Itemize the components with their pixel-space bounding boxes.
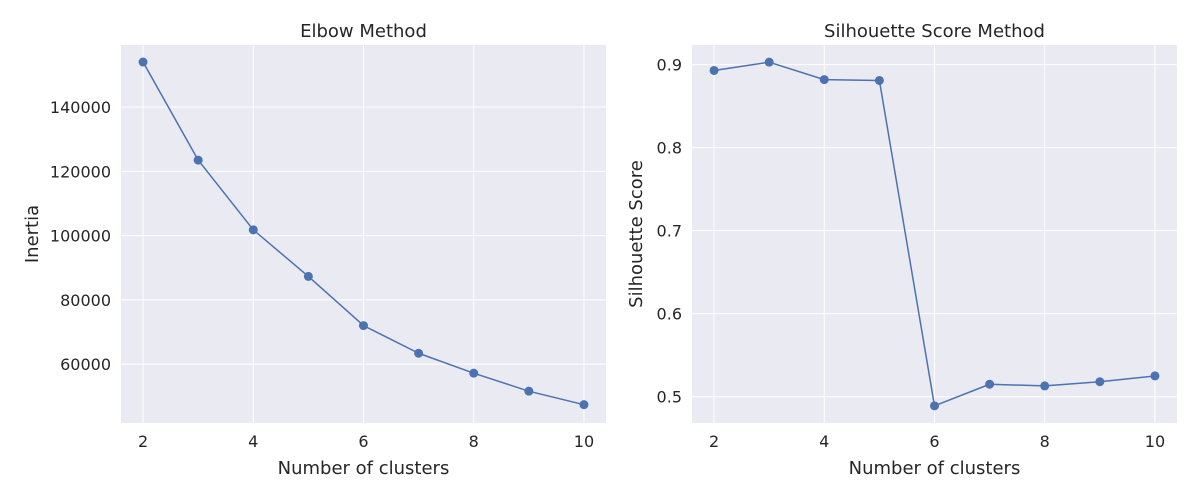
data-point-silhouette <box>985 379 995 389</box>
y-tick-label-elbow: 80000 <box>60 291 111 310</box>
x-tick-label-elbow: 8 <box>469 432 479 451</box>
data-point-silhouette <box>930 401 939 411</box>
data-point-elbow <box>303 271 313 281</box>
y-tick-label-elbow: 100000 <box>50 227 111 246</box>
data-point-silhouette <box>709 65 719 75</box>
ticks-silhouette: 2 4 6 8 10 0.5 0.6 0.7 0.8 0.9 <box>657 56 1166 451</box>
data-point-elbow <box>138 57 148 67</box>
chart-silhouette: 2 4 6 8 10 0.5 0.6 0.7 0.8 0.9 Silhouette Score M… <box>626 21 1177 479</box>
series-elbow <box>138 57 589 410</box>
data-point-silhouette <box>1095 377 1105 387</box>
x-tick-label-elbow: 4 <box>248 432 258 451</box>
y-tick-label-silhouette: 0.8 <box>657 139 682 158</box>
data-point-silhouette <box>874 75 884 85</box>
data-point-silhouette <box>1150 371 1160 381</box>
x-axis-label-elbow: Number of clusters <box>278 458 450 479</box>
data-point-silhouette <box>764 57 774 67</box>
grid-silhouette <box>692 45 1177 423</box>
x-tick-label-silhouette: 6 <box>929 432 939 451</box>
x-tick-label-elbow: 10 <box>574 432 594 451</box>
data-point-silhouette <box>819 75 829 85</box>
x-tick-label-silhouette: 10 <box>1145 432 1165 451</box>
y-tick-label-elbow: 60000 <box>60 355 111 374</box>
data-point-elbow <box>248 225 258 235</box>
chart-title-elbow: Elbow Method <box>300 21 427 42</box>
x-tick-label-elbow: 2 <box>138 432 148 451</box>
x-axis-label-silhouette: Number of clusters <box>849 458 1021 479</box>
chart-title-silhouette: Silhouette Score Method <box>824 21 1045 42</box>
data-point-elbow <box>469 368 479 378</box>
data-point-elbow <box>414 348 424 358</box>
x-tick-label-silhouette: 4 <box>819 432 829 451</box>
y-tick-label-silhouette: 0.5 <box>657 388 682 407</box>
x-tick-label-silhouette: 8 <box>1040 432 1050 451</box>
x-tick-label-silhouette: 2 <box>709 432 719 451</box>
data-point-elbow <box>579 400 589 410</box>
y-tick-label-silhouette: 0.7 <box>657 222 682 241</box>
data-point-elbow <box>524 386 534 396</box>
y-tick-label-silhouette: 0.6 <box>657 305 682 324</box>
y-tick-label-elbow: 140000 <box>50 98 111 117</box>
ticks-elbow: 2 4 6 8 10 60000 80000 100000 120000 140000 <box>50 98 594 451</box>
y-axis-label-silhouette: Silhouette Score <box>626 160 647 308</box>
y-tick-label-silhouette: 0.9 <box>657 56 682 75</box>
chart-elbow: 2 4 6 8 10 60000 80000 100000 120000 140000 Elbow… <box>22 21 606 479</box>
y-tick-label-elbow: 120000 <box>50 162 111 181</box>
data-point-elbow <box>359 321 368 331</box>
x-tick-label-elbow: 6 <box>358 432 368 451</box>
y-axis-label-elbow: Inertia <box>22 205 43 263</box>
data-point-elbow <box>193 155 203 165</box>
series-silhouette <box>709 57 1160 411</box>
data-point-silhouette <box>1040 381 1050 391</box>
